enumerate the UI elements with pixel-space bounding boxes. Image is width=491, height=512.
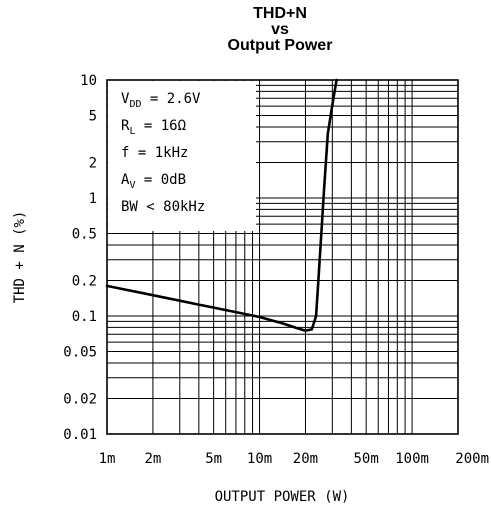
condition-line: f = 1kHz: [121, 145, 188, 161]
y-tick-label: 0.02: [63, 391, 97, 407]
y-tick-labels: 10 5 2 1 0.5 0.2 0.1 0.05 0.02 0.01: [63, 73, 97, 443]
y-tick-label: 0.1: [72, 309, 97, 325]
x-tick-label: 1m: [99, 451, 116, 467]
condition-line: VDD = 2.6V: [121, 91, 201, 110]
y-tick-label: 1: [89, 191, 97, 207]
y-tick-label: 2: [89, 155, 97, 171]
y-axis-label: THD + N (%): [12, 211, 28, 304]
chart-series: [105, 78, 338, 333]
condition-line: RL = 16Ω: [121, 118, 186, 137]
chart-title-line: THD+N: [253, 5, 307, 22]
x-tick-label: 10m: [247, 451, 272, 467]
x-tick-label: 2m: [144, 451, 161, 467]
x-tick-label: 100m: [395, 451, 429, 467]
y-tick-label: 0.5: [72, 227, 97, 243]
plot-frame: [106, 79, 459, 435]
x-tick-label: 20m: [293, 451, 318, 467]
y-tick-label: 0.05: [63, 345, 97, 361]
condition-line: BW < 80kHz: [121, 199, 205, 215]
test-conditions: VDD = 2.6V RL = 16Ω f = 1kHz AV = 0dB BW < 8…: [121, 91, 205, 215]
x-tick-label: 50m: [354, 451, 379, 467]
chart-title-line: Output Power: [228, 37, 333, 54]
y-tick-label: 5: [89, 109, 97, 125]
y-tick-label: 0.2: [72, 273, 97, 289]
x-tick-label: 200m: [455, 451, 489, 467]
conditions-box: [108, 81, 256, 231]
y-tick-label: 10: [80, 73, 97, 89]
x-tick-labels: 1m 2m 5m 10m 20m 50m 100m 200m: [99, 451, 489, 467]
thd-curve: [105, 78, 338, 333]
x-axis-label: OUTPUT POWER (W): [215, 489, 350, 505]
condition-line: AV = 0dB: [121, 172, 186, 191]
y-tick-label: 0.01: [63, 427, 97, 443]
chart-title-line: vs: [271, 21, 289, 38]
x-tick-label: 5m: [205, 451, 222, 467]
